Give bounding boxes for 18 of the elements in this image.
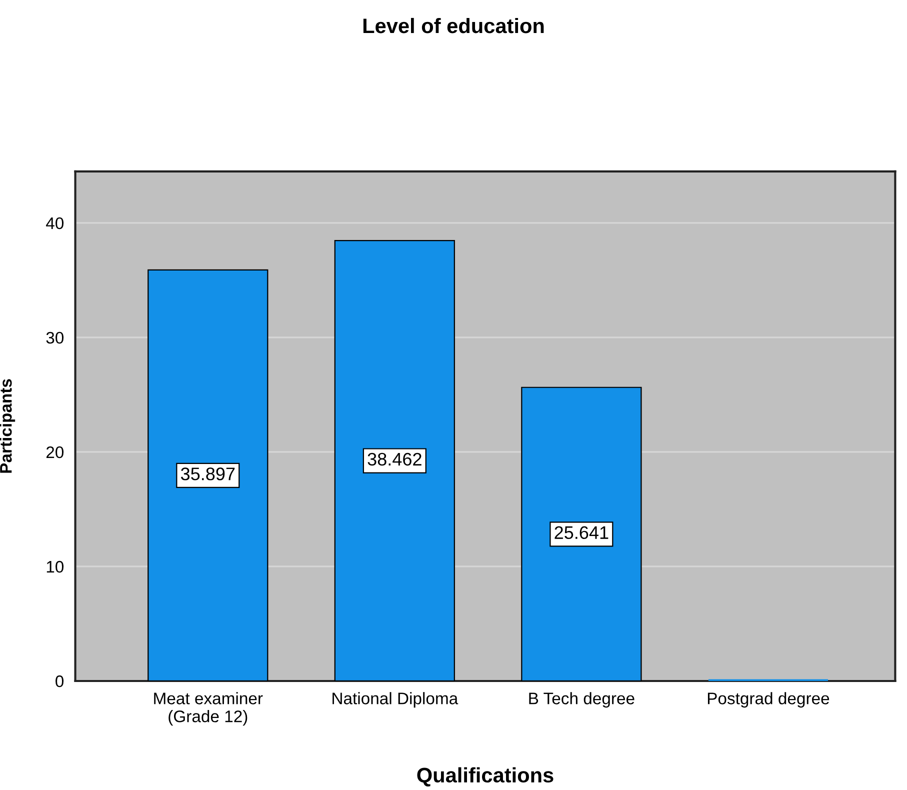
x-tick-label: National Diploma bbox=[332, 692, 458, 708]
bar bbox=[334, 240, 455, 681]
y-tick-label: 20 bbox=[46, 446, 64, 458]
y-tick-label: 10 bbox=[46, 560, 64, 573]
data-label: 25.641 bbox=[554, 526, 608, 540]
data-label: 35.897 bbox=[180, 468, 235, 480]
x-axis-title: Qualifications bbox=[417, 767, 554, 786]
y-tick-label: 40 bbox=[46, 217, 64, 230]
data-label: 38.462 bbox=[368, 452, 422, 466]
bar bbox=[521, 386, 642, 681]
y-tick-label: 0 bbox=[56, 675, 64, 688]
y-tick-label: 30 bbox=[46, 332, 64, 344]
x-tick-label: B Tech degree bbox=[529, 692, 634, 708]
chart-title: Level of education bbox=[363, 18, 544, 34]
x-tick-label: Meat examiner (Grade 12) bbox=[154, 692, 263, 726]
bar bbox=[148, 269, 268, 681]
x-tick-label: Postgrad degree bbox=[708, 692, 830, 708]
y-axis-title: Participants bbox=[0, 379, 16, 473]
